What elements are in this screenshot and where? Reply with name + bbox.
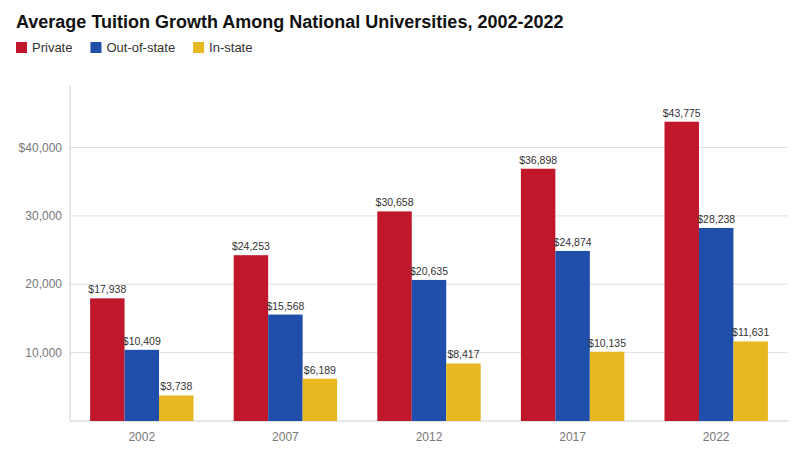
- bar: [412, 280, 446, 421]
- y-tick-label: 10,000: [25, 346, 62, 360]
- data-label: $10,135: [588, 337, 626, 349]
- chart-container: Average Tuition Growth Among National Un…: [0, 0, 808, 457]
- legend-item: Private: [16, 40, 72, 55]
- x-tick-label: 2002: [128, 430, 155, 444]
- bar: [446, 363, 480, 421]
- data-label: $30,658: [376, 196, 414, 208]
- bar: [521, 169, 555, 421]
- bar: [303, 379, 337, 421]
- bar: [377, 211, 411, 421]
- x-tick-label: 2007: [272, 430, 299, 444]
- legend-label: Private: [32, 40, 72, 55]
- chart-svg: Average Tuition Growth Among National Un…: [0, 0, 808, 457]
- bar: [268, 315, 302, 421]
- data-label: $3,738: [160, 380, 192, 392]
- data-label: $6,189: [304, 364, 336, 376]
- bar: [555, 251, 589, 421]
- x-tick-label: 2017: [559, 430, 586, 444]
- bar: [590, 352, 624, 421]
- data-label: $10,409: [123, 335, 161, 347]
- data-label: $24,253: [232, 240, 270, 252]
- legend-swatch: [193, 42, 204, 53]
- legend-swatch: [90, 42, 101, 53]
- data-label: $8,417: [447, 348, 479, 360]
- x-tick-label: 2012: [416, 430, 443, 444]
- data-label: $20,635: [410, 265, 448, 277]
- y-tick-label: 20,000: [25, 277, 62, 291]
- bar: [90, 298, 124, 421]
- y-tick-label: $40,000: [19, 141, 63, 155]
- data-label: $43,775: [663, 107, 701, 119]
- legend-label: In-state: [209, 40, 252, 55]
- data-label: $17,938: [88, 283, 126, 295]
- bar: [665, 122, 699, 421]
- bars: [90, 122, 768, 421]
- bar: [125, 350, 159, 421]
- bar: [699, 228, 733, 421]
- data-label: $24,874: [554, 236, 592, 248]
- y-tick-label: 30,000: [25, 209, 62, 223]
- legend-swatch: [16, 42, 27, 53]
- legend: Private Out-of-state In-state: [16, 40, 252, 55]
- bar: [159, 395, 193, 421]
- data-label: $28,238: [697, 213, 735, 225]
- bar: [234, 255, 268, 421]
- y-axis-line: [70, 86, 71, 421]
- chart-title: Average Tuition Growth Among National Un…: [16, 12, 563, 32]
- data-label: $11,631: [732, 326, 769, 338]
- x-tick-label: 2022: [703, 430, 730, 444]
- bar: [733, 341, 767, 421]
- legend-item: In-state: [193, 40, 252, 55]
- legend-item: Out-of-state: [90, 40, 175, 55]
- data-label: $15,568: [266, 300, 304, 312]
- data-label: $36,898: [519, 154, 557, 166]
- legend-label: Out-of-state: [106, 40, 175, 55]
- data-labels: $17,938 $24,253 $30,658 $36,898 $43,775 $10,4…: [88, 107, 769, 393]
